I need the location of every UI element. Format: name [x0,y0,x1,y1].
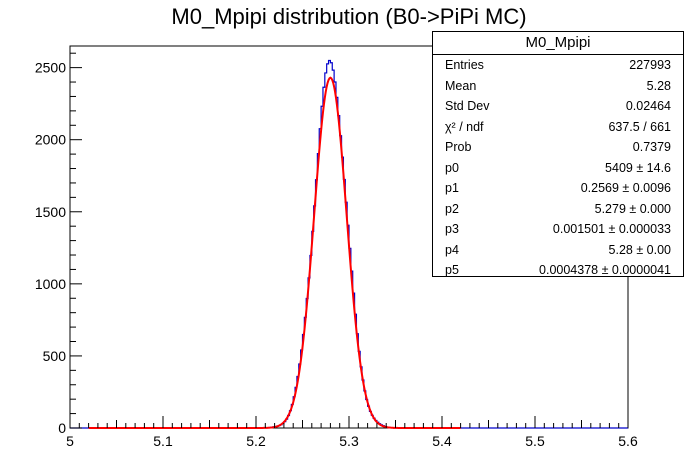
x-tick-label: 5 [66,433,74,449]
x-tick-label: 5.4 [432,433,452,449]
stats-value: 0.02464 [625,99,671,113]
stats-row: p5 0.0004378 ± 0.0000041 [433,260,683,281]
stats-row: Mean 5.28 [433,76,683,97]
stats-row: Prob 0.7379 [433,137,683,158]
stats-value: 5.28 [646,78,671,93]
stats-row: p0 5409 ± 14.6 [433,158,683,179]
stats-value: 0.7379 [632,140,671,154]
stats-key: p5 [445,263,459,277]
x-tick-label: 5.1 [153,433,173,449]
fit-curve [88,76,461,429]
stats-row: p4 5.28 ± 0.00 [433,240,683,261]
y-tick-label: 2500 [35,60,66,76]
stats-row: Entries 227993 [433,55,683,76]
stats-value: 227993 [629,58,671,72]
x-tick-label: 5.2 [246,433,266,449]
stats-key: p2 [445,201,459,216]
stats-row: Std Dev 0.02464 [433,96,683,117]
stats-value: 5.279 ± 0.000 [594,201,671,216]
stats-row: p3 0.001501 ± 0.000033 [433,219,683,240]
stats-key: Std Dev [445,99,490,113]
stats-key: p3 [445,222,459,236]
x-tick-label: 5.3 [339,433,359,449]
stats-key: p0 [445,160,459,175]
y-tick-label: 2000 [35,132,66,148]
y-tick-label: 500 [43,348,67,364]
stats-row: χ² / ndf 637.5 / 661 [433,117,683,138]
x-tick-label: 5.6 [618,433,638,449]
stats-key: Mean [445,78,477,93]
stats-box-title: M0_Mpipi [433,32,683,55]
x-tick-label: 5.5 [525,433,545,449]
stats-row: p1 0.2569 ± 0.0096 [433,178,683,199]
stats-key: Entries [445,58,484,72]
stats-key: p1 [445,181,459,195]
y-tick-label: 1000 [35,276,66,292]
stats-value: 0.001501 ± 0.000033 [552,222,671,236]
stats-value: 5409 ± 14.6 [605,160,671,175]
stats-value: 0.0004378 ± 0.0000041 [539,263,671,277]
stats-key: χ² / ndf [445,119,484,134]
stats-value: 637.5 / 661 [608,119,671,134]
y-tick-label: 1500 [35,204,66,220]
stats-key: p4 [445,242,459,257]
y-tick-label: 0 [58,420,66,436]
stats-key: Prob [445,140,472,154]
stats-row: p2 5.279 ± 0.000 [433,199,683,220]
stats-box: M0_Mpipi Entries 227993 Mean 5.28 Std Dev 0.0… [432,31,684,277]
stats-value: 0.2569 ± 0.0096 [580,181,671,195]
chart-title: M0_Mpipi distribution (B0->PiPi MC) [171,4,527,29]
stats-value: 5.28 ± 0.00 [608,242,671,257]
